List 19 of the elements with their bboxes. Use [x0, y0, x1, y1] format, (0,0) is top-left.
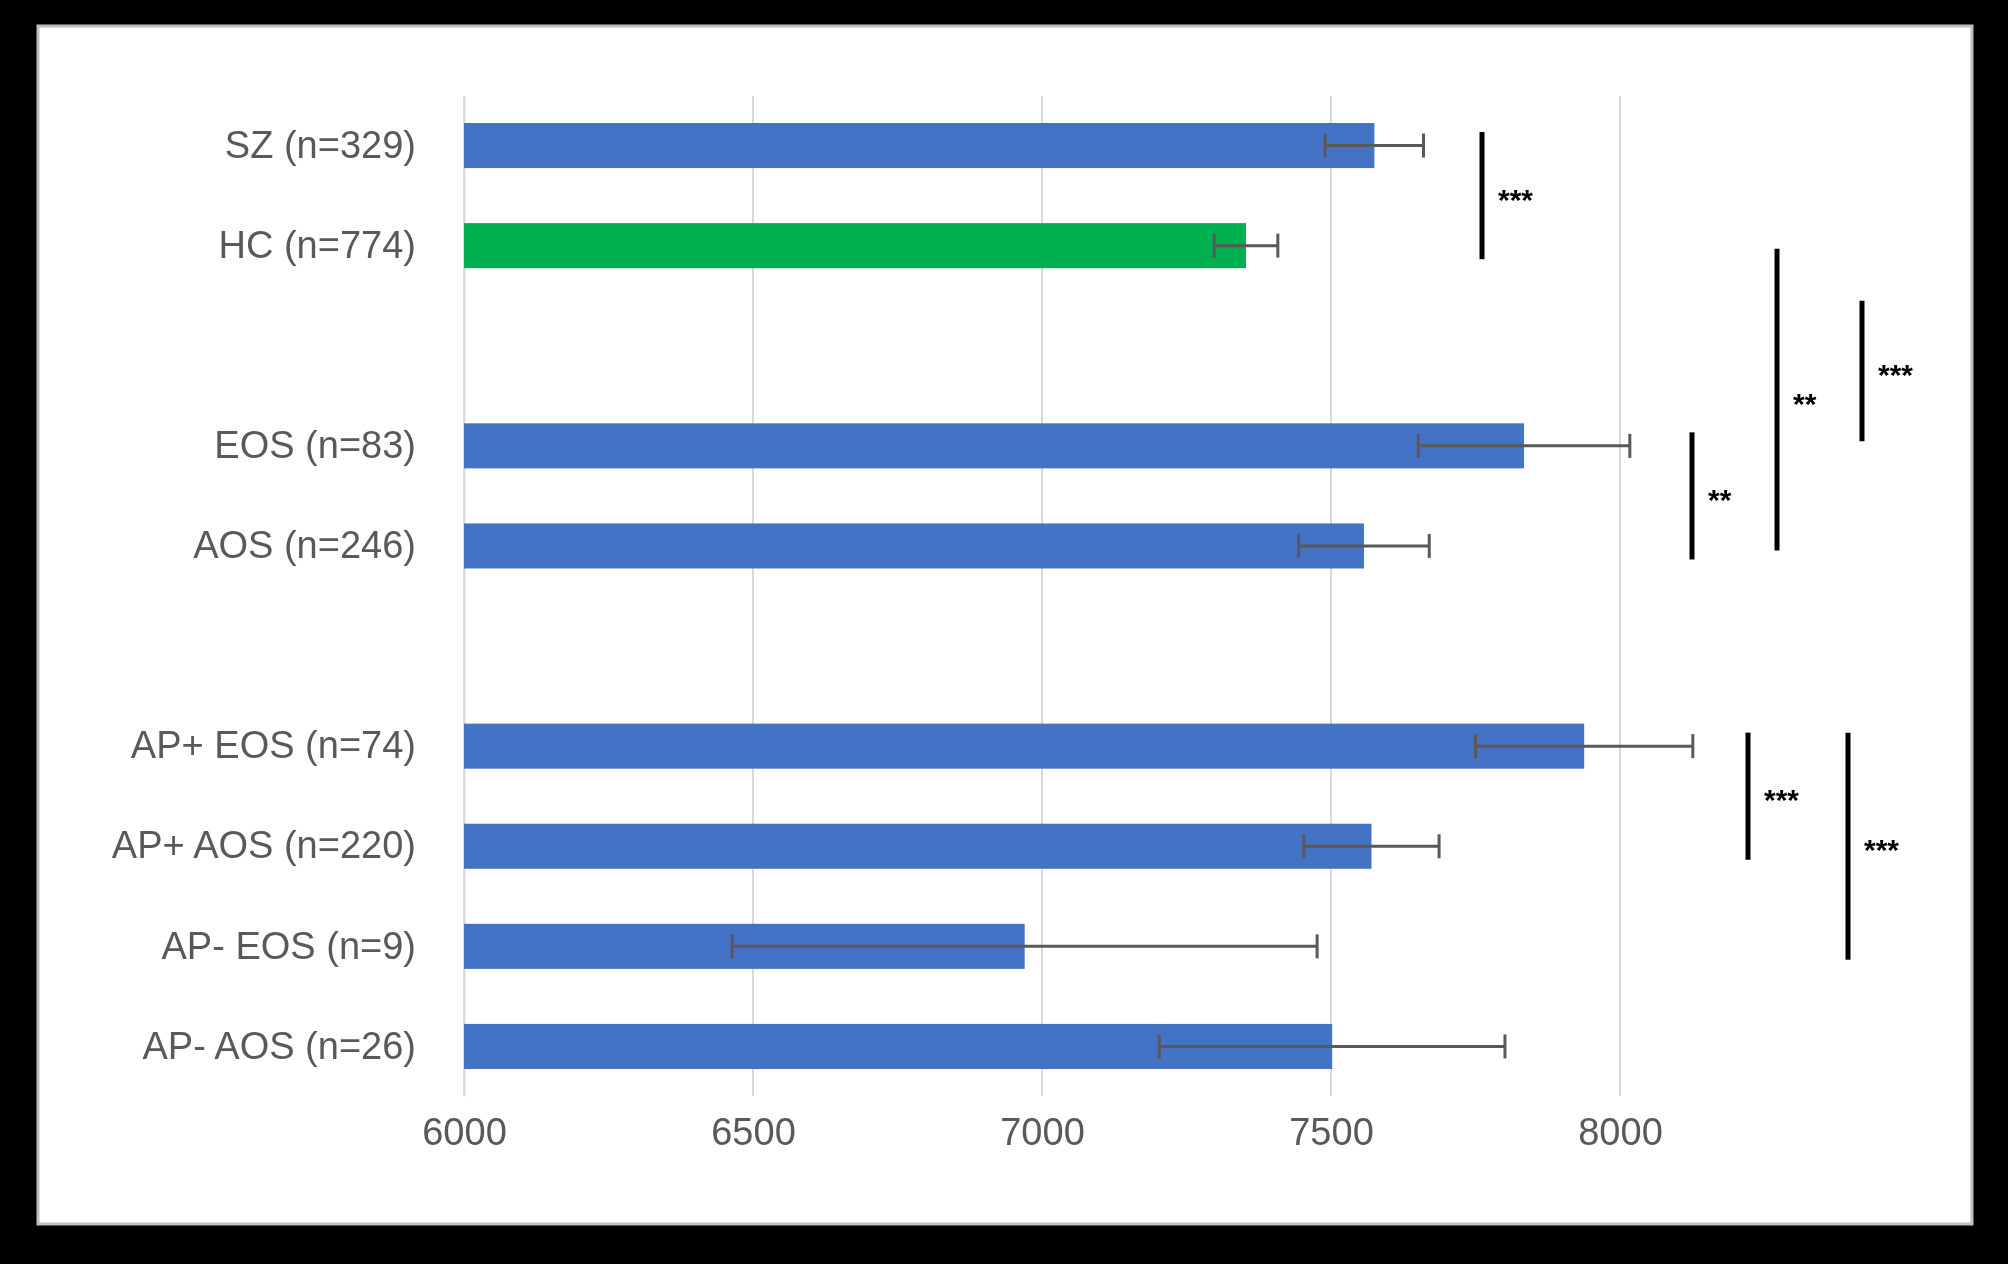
y-tick-label: EOS (n=83): [214, 424, 416, 467]
y-tick-label: AP+ EOS (n=74): [130, 724, 416, 767]
annotation: ***: [1498, 182, 1534, 216]
x-tick-label: 7000: [1000, 1110, 1085, 1153]
y-tick-label: HC (n=774): [218, 223, 416, 266]
text: **: [1793, 386, 1817, 420]
y-tick-label: AP- EOS (n=9): [161, 924, 416, 967]
text: ***: [1864, 833, 1900, 867]
y-tick-label: AOS (n=246): [193, 524, 416, 567]
text: ***: [1878, 358, 1914, 392]
y-tick-label: AP+ AOS (n=220): [111, 824, 416, 867]
x-tick-label: 7500: [1289, 1110, 1374, 1153]
text: ***: [1764, 783, 1800, 817]
x-tick-label: 6000: [422, 1110, 507, 1153]
y-tick-label: AP- AOS (n=26): [142, 1024, 416, 1067]
y-tick-label: SZ (n=329): [224, 123, 416, 166]
x-tick-label: 6500: [711, 1110, 796, 1153]
text: **: [1708, 482, 1732, 516]
x-tick-label: 8000: [1578, 1110, 1663, 1153]
